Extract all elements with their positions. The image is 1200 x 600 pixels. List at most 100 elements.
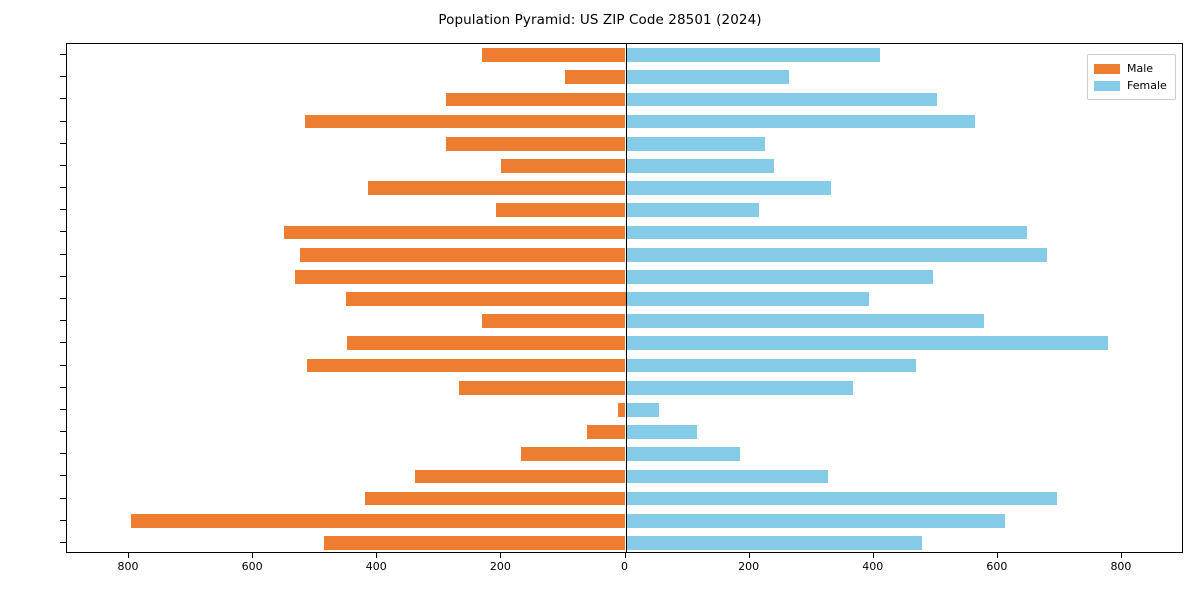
bar-male (459, 380, 626, 395)
bar-row (67, 536, 1182, 550)
bar-male (323, 536, 626, 550)
x-axis-tick-label: 800 (117, 560, 139, 573)
bar-male (307, 358, 626, 373)
bar-male (364, 491, 626, 506)
bar-row (67, 159, 1182, 173)
bar-male (130, 513, 626, 528)
bar-female (625, 336, 1108, 351)
bar-row (67, 269, 1182, 284)
bar-female (625, 536, 923, 550)
y-axis-tick (60, 209, 66, 211)
bar-male (618, 402, 626, 417)
bar-male (481, 314, 626, 329)
y-axis-tick (60, 253, 66, 255)
bar-female (625, 159, 775, 173)
bar-female (625, 314, 985, 329)
bar-female (625, 269, 934, 284)
legend-swatch-male (1094, 63, 1120, 74)
bar-female (625, 491, 1057, 506)
bar-male (346, 292, 626, 306)
y-axis-tick (60, 475, 66, 477)
bar-female (625, 225, 1027, 240)
legend-label: Male (1127, 62, 1154, 75)
y-axis-tick (60, 98, 66, 100)
y-axis-tick (60, 408, 66, 410)
bar-male (501, 159, 626, 173)
y-axis-tick (60, 54, 66, 56)
bar-row (67, 380, 1182, 395)
bar-male (496, 203, 626, 218)
bar-row (67, 358, 1182, 373)
bar-female (625, 425, 698, 439)
bar-male (481, 48, 626, 62)
x-axis-tick (376, 553, 378, 558)
bar-row (67, 469, 1182, 484)
x-axis-tick-label: 200 (489, 560, 511, 573)
bar-female (625, 136, 766, 151)
bar-male (445, 136, 626, 151)
bar-row (67, 425, 1182, 439)
y-axis-tick (60, 164, 66, 166)
x-axis-tick-label: 800 (1110, 560, 1132, 573)
bar-female (625, 70, 789, 85)
bar-female (625, 292, 869, 306)
bar-male (283, 225, 626, 240)
x-axis-tick (252, 553, 254, 558)
x-axis-tick-label: 600 (241, 560, 263, 573)
y-axis-tick (60, 497, 66, 499)
bar-female (625, 247, 1047, 262)
bar-male (521, 447, 626, 462)
bar-female (625, 447, 740, 462)
x-axis-tick (872, 553, 874, 558)
x-axis-tick-label: 200 (738, 560, 760, 573)
y-axis-tick (60, 120, 66, 122)
bar-row (67, 491, 1182, 506)
bar-female (625, 380, 853, 395)
y-axis-tick (60, 320, 66, 322)
bar-female (625, 114, 975, 129)
bar-row (67, 48, 1182, 62)
bar-row (67, 70, 1182, 85)
bar-female (625, 358, 916, 373)
bar-female (625, 181, 831, 195)
y-axis-tick (60, 187, 66, 189)
y-axis-tick (60, 541, 66, 543)
x-axis-tick (624, 553, 626, 558)
y-axis-tick (60, 298, 66, 299)
bar-row (67, 314, 1182, 329)
bar-male (587, 425, 626, 439)
bar-female (625, 48, 880, 62)
y-axis-tick (60, 431, 66, 433)
bar-row (67, 92, 1182, 107)
bar-row (67, 225, 1182, 240)
x-axis-tick (500, 553, 502, 558)
x-axis-tick-label: 600 (986, 560, 1008, 573)
zero-axis-line (625, 44, 627, 552)
bar-male (564, 70, 626, 85)
chart-title: Population Pyramid: US ZIP Code 28501 (2… (438, 12, 762, 28)
x-axis-tick-label: 400 (365, 560, 387, 573)
x-axis-tick-label: 0 (621, 560, 628, 573)
bar-female (625, 513, 1006, 528)
bar-row (67, 336, 1182, 351)
bar-male (299, 247, 626, 262)
bar-male (305, 114, 626, 129)
bars-layer (67, 44, 1182, 552)
bar-female (625, 402, 659, 417)
x-axis-tick (1120, 553, 1122, 558)
y-axis-tick (60, 142, 66, 144)
y-axis-tick (60, 453, 66, 455)
bar-male (294, 269, 626, 284)
bar-male (414, 469, 626, 484)
bar-male (347, 336, 626, 351)
x-axis-tick (748, 553, 750, 558)
bar-male (367, 181, 626, 195)
bar-row (67, 292, 1182, 306)
bar-row (67, 402, 1182, 417)
bar-row (67, 513, 1182, 528)
legend-item-male: Male (1094, 60, 1167, 77)
legend-swatch-female (1094, 80, 1120, 91)
bar-row (67, 447, 1182, 462)
bar-female (625, 203, 759, 218)
y-axis-tick (60, 342, 66, 344)
